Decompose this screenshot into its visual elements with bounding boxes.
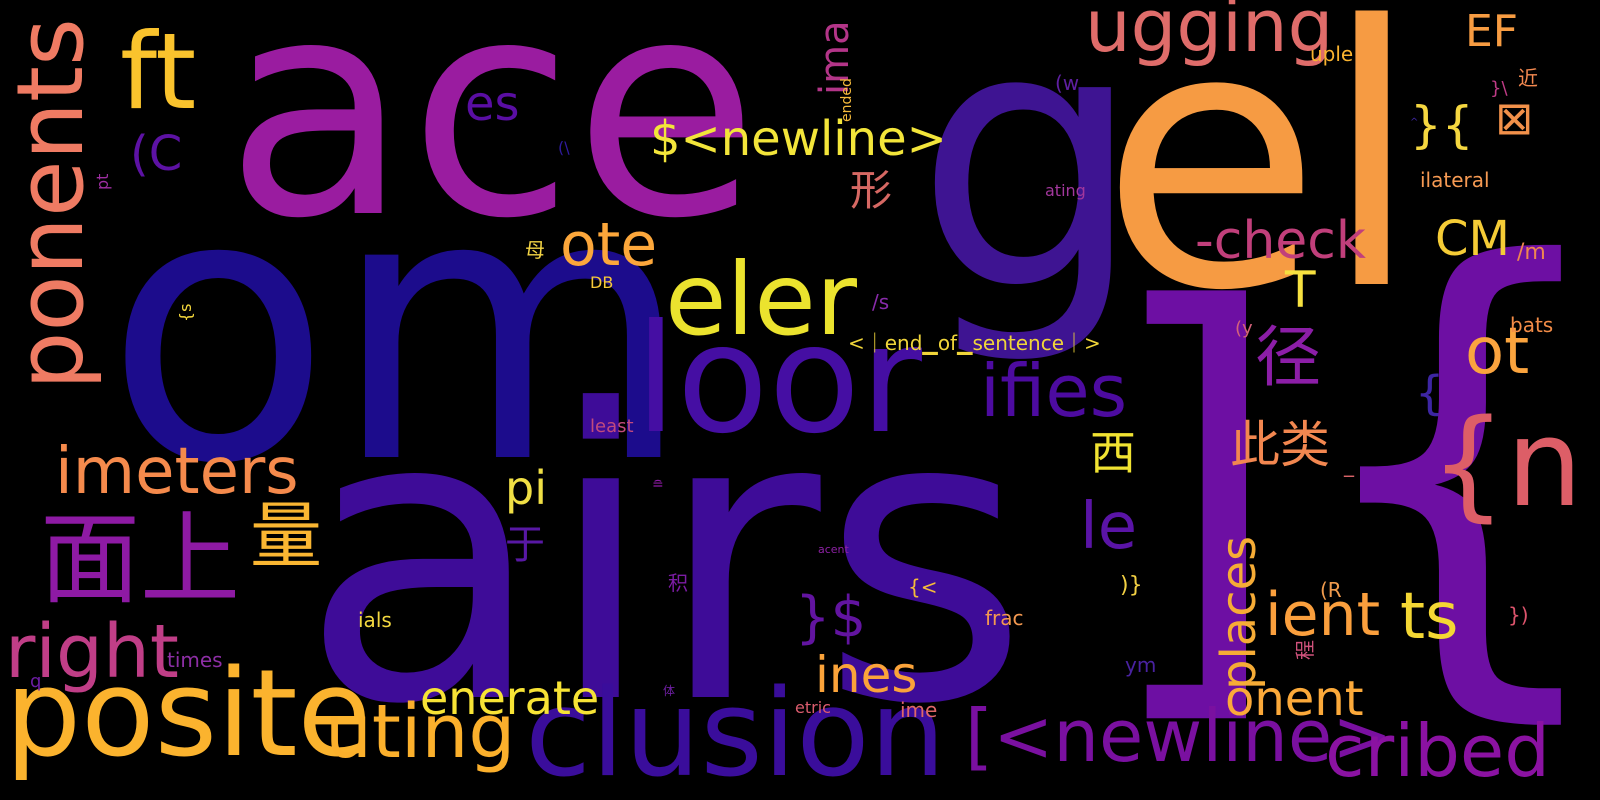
word-end-of-sentence: <｜end▁of▁sentence｜> bbox=[848, 331, 1101, 355]
word-ponents: ponents bbox=[0, 18, 104, 390]
word-ines: ines bbox=[815, 646, 918, 704]
word-T: T bbox=[1285, 261, 1316, 319]
word-open-brace: { bbox=[1295, 157, 1600, 763]
word-pt: pt bbox=[93, 173, 112, 190]
word-clusion: clusion bbox=[525, 665, 946, 800]
word-paren-brace: )} bbox=[1120, 573, 1143, 598]
word-eler: eler bbox=[665, 241, 857, 358]
word-slash-s: /s bbox=[872, 290, 890, 314]
word-onent: onent bbox=[1225, 671, 1364, 727]
word-brace-s: {s bbox=[176, 303, 195, 322]
word-liang: 量 bbox=[250, 494, 323, 578]
word-xi: 西 bbox=[1090, 426, 1136, 480]
word-g: g bbox=[915, 0, 1144, 369]
word-paren-y: (y bbox=[1235, 318, 1253, 339]
word-brace-n: {n bbox=[1430, 395, 1583, 534]
word-posite: posite bbox=[5, 645, 372, 784]
word-small-glyph: ≘ bbox=[652, 477, 664, 493]
word-imeters: imeters bbox=[55, 435, 299, 509]
word-ilateral: ilateral bbox=[1420, 168, 1490, 192]
word-brace-backslash: }\ bbox=[1490, 78, 1508, 99]
word-uting: uting bbox=[325, 689, 516, 775]
word-underscore: _ bbox=[1344, 453, 1354, 477]
word-brace-paren: }) bbox=[1508, 603, 1529, 627]
word-paren-w: (w bbox=[1055, 71, 1080, 95]
word-mianshang: 面上 bbox=[40, 501, 240, 618]
word-paren-C: (C bbox=[130, 126, 183, 182]
word-ating: ating bbox=[1045, 181, 1086, 200]
word-yu: 于 bbox=[505, 522, 545, 568]
word-ace: ace bbox=[225, 0, 759, 284]
word-bracket-newline: [<newline> bbox=[965, 694, 1393, 778]
word-CM: CM bbox=[1435, 211, 1510, 267]
word-dollar-newline: $<newline> bbox=[650, 111, 947, 167]
word-least: least bbox=[590, 416, 634, 437]
word-cribed: cribed bbox=[1325, 709, 1550, 793]
word-jing: 径 bbox=[1255, 319, 1321, 396]
word-ti: 体 bbox=[663, 684, 676, 698]
word-times: times bbox=[167, 648, 223, 672]
word-right: right bbox=[5, 609, 179, 695]
word-enerate: enerate bbox=[420, 671, 600, 725]
word-ts: ts bbox=[1400, 580, 1459, 654]
word-q: q bbox=[30, 671, 42, 692]
word-etric: etric bbox=[795, 698, 831, 717]
word-frac: frac bbox=[985, 606, 1024, 630]
word-cilei: 此类 bbox=[1230, 416, 1330, 474]
word-xing: 形 bbox=[850, 166, 893, 215]
word-small-brace: { bbox=[1415, 366, 1445, 420]
word-caret: ^ bbox=[1410, 117, 1419, 128]
word-jin: 近 bbox=[1518, 66, 1538, 90]
word-ended: ended bbox=[839, 78, 855, 122]
word-double-brace: }{ bbox=[1410, 96, 1474, 154]
word-mu: 母 bbox=[525, 238, 545, 262]
word-ime: ime bbox=[900, 698, 938, 722]
word-places: places bbox=[1211, 535, 1267, 690]
word-paren-R: (R bbox=[1320, 578, 1342, 602]
word-pi: pi bbox=[505, 461, 547, 515]
word-ifies: ifies bbox=[980, 349, 1128, 433]
word-check: -check bbox=[1195, 211, 1367, 271]
word-om: om bbox=[105, 115, 692, 545]
word-le: le bbox=[1080, 490, 1138, 564]
word-DB: DB bbox=[590, 273, 614, 292]
word-loor: loor bbox=[635, 293, 922, 467]
boxed-x-icon: ⊠ bbox=[1495, 91, 1534, 145]
word-uple: uple bbox=[1310, 42, 1354, 66]
word-ot: ot bbox=[1465, 315, 1530, 389]
word-es: es bbox=[465, 76, 520, 132]
word-ft: ft bbox=[120, 11, 197, 133]
word-ient: ient bbox=[1265, 580, 1381, 650]
word-cheng: 程 bbox=[1293, 640, 1317, 660]
word-brace-dollar: }$ bbox=[795, 585, 867, 650]
word-ials: ials bbox=[358, 608, 392, 632]
word-EF: EF bbox=[1465, 6, 1519, 57]
word-el: el bbox=[1100, 0, 1422, 369]
word-ji: 积 bbox=[668, 571, 688, 595]
word-slash-m: /m bbox=[1517, 240, 1546, 265]
word-close-bracket: ] bbox=[1100, 210, 1288, 769]
word-ote: ote bbox=[560, 210, 658, 280]
word-bats: bats bbox=[1510, 313, 1554, 337]
word-acent: acent bbox=[818, 543, 849, 556]
word-brace-less: {< bbox=[908, 575, 938, 599]
word-paren-backslash: (\ bbox=[558, 138, 570, 157]
word-airs: airs bbox=[300, 327, 1030, 792]
word-ym: ym bbox=[1125, 653, 1157, 677]
word-ugging: ugging bbox=[1085, 0, 1334, 68]
